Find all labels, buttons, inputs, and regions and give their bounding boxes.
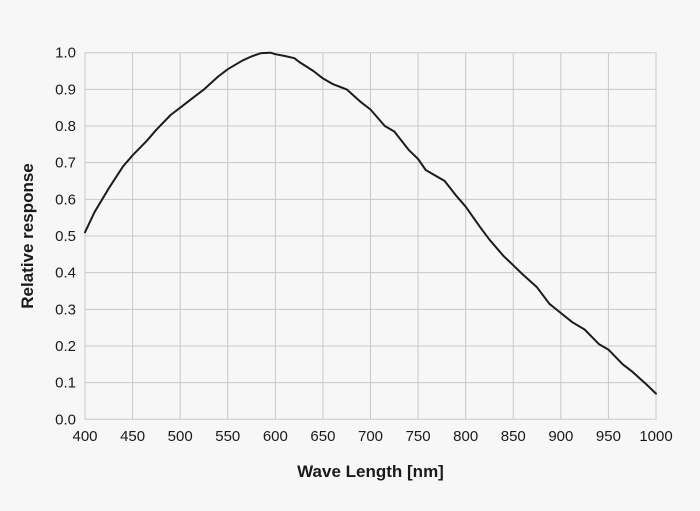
x-tick-label: 950 xyxy=(596,428,621,445)
y-axis-title: Relative response xyxy=(18,163,37,309)
x-axis-title: Wave Length [nm] xyxy=(297,462,444,481)
y-tick-label: 1.0 xyxy=(55,45,76,62)
y-tick-label: 0.1 xyxy=(55,375,76,392)
y-tick-label: 0.5 xyxy=(55,228,76,245)
y-tick-label: 0.4 xyxy=(55,265,76,282)
x-tick-label: 450 xyxy=(120,428,145,445)
x-tick-label: 650 xyxy=(310,428,335,445)
x-tick-label: 400 xyxy=(72,428,97,445)
y-tick-label: 0.9 xyxy=(55,81,76,98)
x-tick-label: 900 xyxy=(548,428,573,445)
x-tick-label: 700 xyxy=(358,428,383,445)
x-tick-label: 600 xyxy=(263,428,288,445)
x-tick-label: 550 xyxy=(215,428,240,445)
x-tick-label: 800 xyxy=(453,428,478,445)
response-curve xyxy=(84,51,657,395)
x-tick-label: 500 xyxy=(168,428,193,445)
y-tick-label: 0.6 xyxy=(55,191,76,208)
x-tick-label: 850 xyxy=(501,428,526,445)
tick-label-layer: 400 450 500 550 600 650 700 750 800 850 900 950 1000… xyxy=(55,45,673,445)
grid-layer xyxy=(84,52,657,420)
y-tick-label: 0.2 xyxy=(55,338,76,355)
x-tick-label: 1000 xyxy=(639,428,672,445)
y-tick-label: 0.3 xyxy=(55,301,76,318)
y-tick-label: 0.7 xyxy=(55,155,76,172)
curve-layer xyxy=(84,51,657,395)
y-tick-label: 0.0 xyxy=(55,411,76,428)
y-tick-label: 0.8 xyxy=(55,118,76,135)
x-tick-label: 750 xyxy=(406,428,431,445)
